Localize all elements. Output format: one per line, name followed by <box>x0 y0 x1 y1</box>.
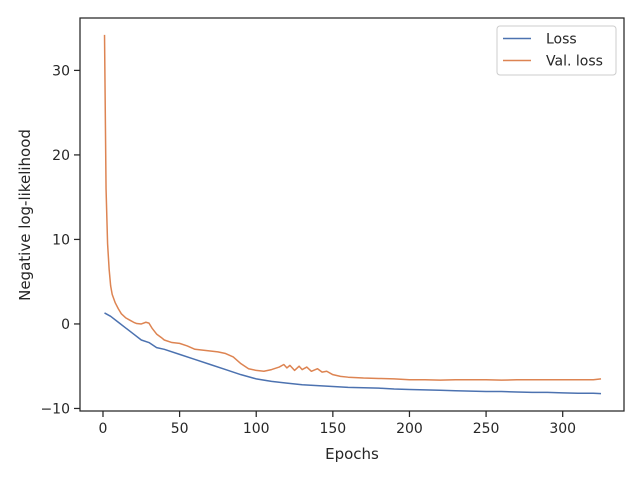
x-tick-label: 0 <box>99 421 108 437</box>
x-tick-label: 300 <box>549 421 576 437</box>
series-line-val-loss <box>103 34 602 381</box>
x-tick-label: 250 <box>473 421 500 437</box>
x-tick-label: 100 <box>243 421 270 437</box>
y-tick-label: 10 <box>52 232 70 248</box>
legend-label-loss: Loss <box>546 32 577 48</box>
y-tick-label: 20 <box>52 148 70 164</box>
y-axis: −10 0 10 20 30 <box>40 63 80 417</box>
y-axis-label: Negative log-likelihood <box>16 129 34 301</box>
plot-series <box>103 34 602 395</box>
series-line-loss <box>104 312 602 395</box>
y-tick-label: 0 <box>61 317 70 333</box>
y-tick-label: 30 <box>52 63 70 79</box>
x-tick-label: 50 <box>171 421 189 437</box>
axes-frame <box>79 17 625 412</box>
legend: Loss Val. loss <box>496 25 617 76</box>
x-tick-label: 200 <box>396 421 423 437</box>
x-axis: 0 50 100 150 200 250 300 <box>99 411 576 437</box>
x-tick-label: 150 <box>319 421 346 437</box>
legend-label-val-loss: Val. loss <box>546 54 603 70</box>
y-tick-label: −10 <box>40 401 70 417</box>
x-axis-label: Epochs <box>325 445 379 463</box>
